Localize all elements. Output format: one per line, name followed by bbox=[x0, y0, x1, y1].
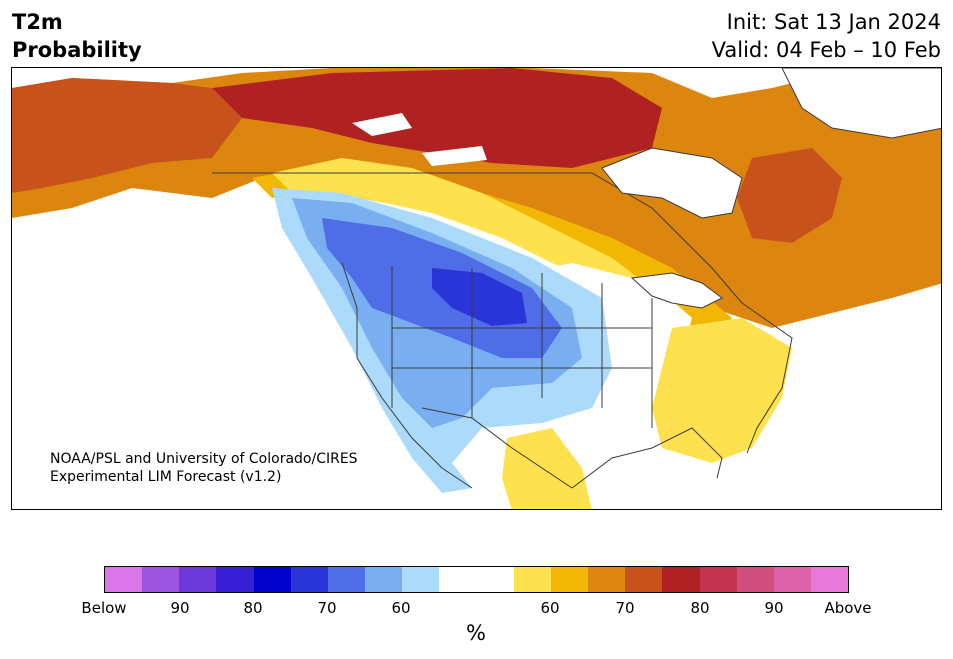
zone-alaska bbox=[12, 78, 242, 193]
ice-patch-1 bbox=[352, 113, 412, 136]
colorbar-swatch bbox=[625, 567, 663, 592]
colorbar-tick-label: 90 bbox=[764, 599, 784, 617]
colorbar-tick-label: 80 bbox=[690, 599, 710, 617]
colorbar-swatch bbox=[402, 567, 440, 592]
us-mexico-border bbox=[421, 407, 573, 489]
colorbar-tick-label: 70 bbox=[317, 599, 337, 617]
zone-dark-blue bbox=[432, 268, 527, 326]
colorbar-swatch bbox=[290, 567, 328, 592]
colorbar-swatch bbox=[550, 567, 589, 592]
colorbar-tick-label: 90 bbox=[170, 599, 190, 617]
colorbar-tick-label: 60 bbox=[540, 599, 560, 617]
hudson-bay bbox=[601, 147, 743, 219]
zone-southeast bbox=[652, 318, 792, 463]
colorbar-swatch bbox=[476, 567, 514, 592]
colorbar-swatch bbox=[365, 567, 403, 592]
greenland-coast bbox=[781, 68, 941, 139]
colorbar-swatch bbox=[142, 567, 180, 592]
gulf-coast bbox=[571, 427, 723, 489]
us-canada-border bbox=[212, 172, 743, 304]
colorbar-swatch bbox=[216, 567, 254, 592]
colorbar-tick-label: Above bbox=[824, 599, 872, 617]
colorbar-tick-label: Below bbox=[81, 599, 127, 617]
colorbar-swatch bbox=[105, 567, 143, 592]
colorbar-tick-label: 80 bbox=[243, 599, 263, 617]
valid-range: Valid: 04 Feb – 10 Feb bbox=[711, 38, 941, 62]
colorbar bbox=[104, 566, 849, 593]
colorbar-tick-label: 70 bbox=[615, 599, 635, 617]
colorbar-unit: % bbox=[466, 621, 486, 645]
title-type: Probability bbox=[12, 38, 142, 62]
borders bbox=[212, 172, 793, 489]
map-canvas bbox=[12, 68, 941, 509]
colorbar-swatch bbox=[662, 567, 700, 592]
colorbar-swatch bbox=[588, 567, 626, 592]
forecast-map: NOAA/PSL and University of Colorado/CIRE… bbox=[11, 67, 942, 510]
state-lines bbox=[391, 266, 653, 428]
zone-quebec bbox=[737, 148, 842, 243]
chart-title-left: T2m Probability bbox=[12, 8, 142, 64]
init-date: Init: Sat 13 Jan 2024 bbox=[726, 10, 941, 34]
ice-patch-2 bbox=[422, 146, 487, 166]
colorbar-swatch bbox=[736, 567, 774, 592]
colorbar-swatch bbox=[439, 567, 477, 592]
zone-light-yellow bbox=[272, 158, 652, 303]
colorbar-swatch bbox=[699, 567, 737, 592]
credit-text: NOAA/PSL and University of Colorado/CIRE… bbox=[50, 450, 358, 486]
credit-line1: NOAA/PSL and University of Colorado/CIRE… bbox=[50, 451, 358, 467]
colorbar-tick-label: 60 bbox=[391, 599, 411, 617]
great-lakes bbox=[630, 272, 723, 309]
colorbar-swatch bbox=[179, 567, 217, 592]
zone-mexico bbox=[502, 428, 592, 509]
colorbar-swatch bbox=[513, 567, 551, 592]
east-coast bbox=[741, 302, 793, 454]
credit-line2: Experimental LIM Forecast (v1.2) bbox=[50, 469, 282, 485]
colorbar-swatch bbox=[810, 567, 849, 592]
zone-north-red bbox=[212, 68, 662, 168]
west-coast bbox=[341, 262, 473, 489]
colorbar-swatch bbox=[253, 567, 291, 592]
title-variable: T2m bbox=[12, 10, 63, 34]
colorbar-swatch bbox=[773, 567, 811, 592]
chart-title-right: Init: Sat 13 Jan 2024 Valid: 04 Feb – 10… bbox=[712, 8, 941, 64]
colorbar-swatch bbox=[327, 567, 366, 592]
